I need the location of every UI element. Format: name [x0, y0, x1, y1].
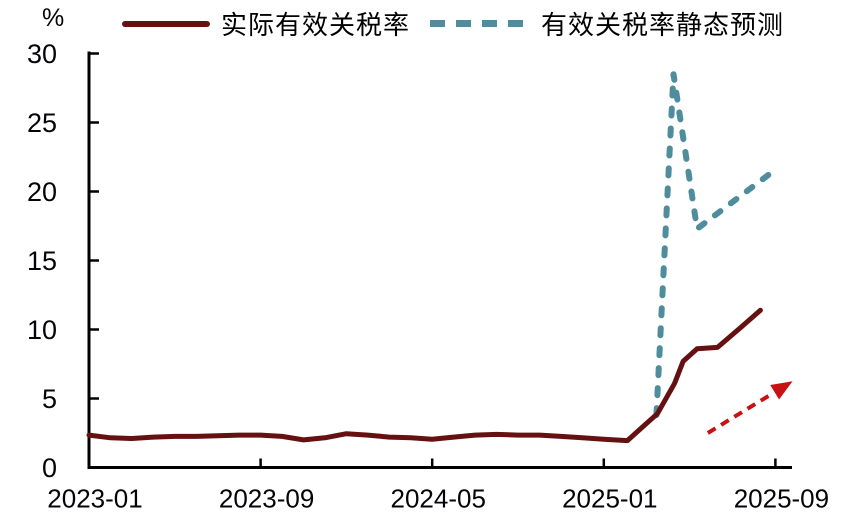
x-tick-label: 2023-01: [47, 484, 142, 514]
legend-solid-line-swatch: [122, 20, 210, 27]
trend-arrow-head: [770, 381, 793, 400]
legend: 实际有效关税率 有效关税率静态预测: [122, 5, 784, 42]
forecast-tariff-rate-line: [653, 71, 781, 419]
y-axis-unit-label: %: [42, 4, 65, 32]
legend-item-forecast-rate: 有效关税率静态预测: [430, 5, 784, 42]
y-tick-label: 20: [27, 177, 57, 207]
x-tick-label: 2025-01: [562, 484, 657, 514]
y-tick-label: 15: [27, 246, 57, 276]
y-tick-label: 10: [27, 315, 57, 345]
y-tick-label: 5: [42, 384, 57, 414]
legend-dashed-line-swatch: [430, 20, 531, 27]
legend-label-actual-rate: 实际有效关税率: [221, 10, 411, 40]
y-tick-label: 0: [42, 453, 57, 483]
x-tick-label: 2024-05: [390, 484, 485, 514]
actual-tariff-rate-line: [86, 307, 763, 444]
trend-arrow-shaft: [706, 391, 774, 435]
y-tick-label: 25: [27, 108, 57, 138]
legend-label-forecast-rate: 有效关税率静态预测: [541, 10, 785, 40]
x-tick-label: 2023-09: [219, 484, 314, 514]
y-tick-label: 30: [27, 39, 57, 69]
legend-item-actual-rate: 实际有效关税率: [122, 5, 410, 42]
x-tick-label: 2025-09: [734, 484, 829, 514]
